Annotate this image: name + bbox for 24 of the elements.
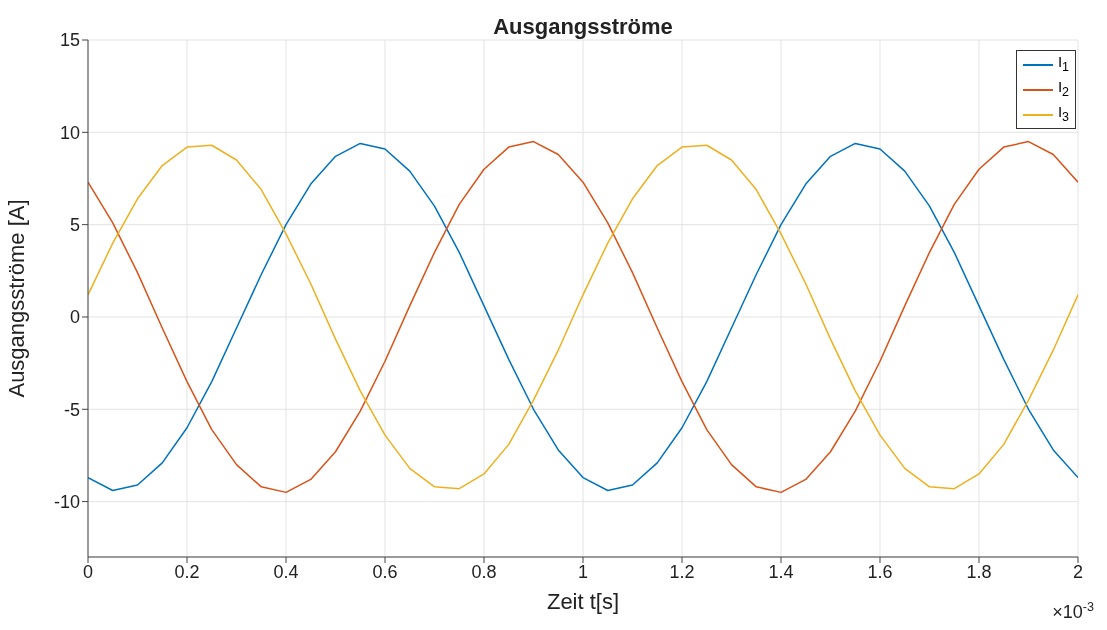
y-tick-label: 5 xyxy=(69,215,80,236)
x-tick-label: 0.6 xyxy=(372,561,398,582)
chart-title: Ausgangsströme xyxy=(493,14,673,39)
text: ×10$^{-3}$ xyxy=(1052,600,1094,622)
legend-label: I$_{1}$ xyxy=(1057,52,1069,76)
y-tick-label: -5 xyxy=(63,399,80,420)
legend-label: I$_{2}$ xyxy=(1057,77,1069,101)
x-tick-label: 1 xyxy=(577,561,589,582)
x-tick-label: 1.4 xyxy=(768,561,794,582)
x-tick-label: 1.6 xyxy=(867,561,893,582)
y-tick-label: 0 xyxy=(69,307,80,328)
x-tick-label: 1.8 xyxy=(966,561,992,582)
x-tick-label: 0.4 xyxy=(273,561,299,582)
x-tick-label: 0.8 xyxy=(471,561,497,582)
y-tick-label: 10 xyxy=(59,122,80,143)
legend-label: I$_{3}$ xyxy=(1057,102,1069,126)
x-tick-label: 0.2 xyxy=(174,561,200,582)
x-tick-label: 0 xyxy=(82,561,94,582)
x-axis-title: Zeit t[s] xyxy=(546,589,620,614)
y-tick-label: -10 xyxy=(53,492,80,512)
x-tick-label: 1.2 xyxy=(669,561,695,582)
x-tick-label: 2 xyxy=(1072,561,1084,582)
y-axis-title: Ausgangsströme [A] xyxy=(3,199,29,398)
y-tick-label: 15 xyxy=(59,30,80,51)
